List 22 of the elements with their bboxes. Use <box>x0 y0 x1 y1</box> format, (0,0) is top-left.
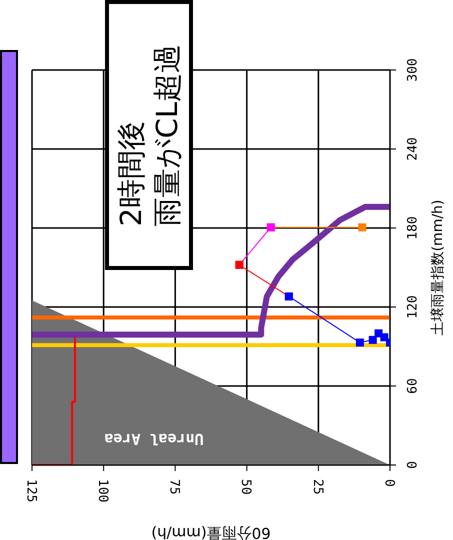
y-tick-label: 120 <box>405 295 420 319</box>
x-tick-label: 0 <box>381 479 396 487</box>
x-tick-label: 25 <box>310 479 325 495</box>
annotation: 2時間後 <box>113 120 149 226</box>
y-axis-title: 土壌雨量指数(mm/h) <box>430 200 446 336</box>
point <box>358 223 366 232</box>
y-tick-label: 240 <box>405 137 420 161</box>
x-tick-label: 50 <box>238 479 254 495</box>
x-axis-title: 60分雨量(mm/h) <box>151 524 271 540</box>
x-tick-label: 100 <box>95 479 110 502</box>
y-tick-label: 0 <box>405 461 420 469</box>
annotation: Unreal Area <box>104 429 204 449</box>
callout-box: 2時間後 雨量がCL超過 <box>105 0 193 270</box>
point <box>374 329 383 338</box>
x-tick-label: 75 <box>166 479 182 495</box>
y-tick-label: 60 <box>405 378 420 394</box>
point <box>368 336 377 344</box>
y-tick-label: 300 <box>405 58 420 82</box>
point <box>356 338 364 347</box>
y-tick-label: 180 <box>405 216 420 240</box>
x-tick-label: 125 <box>23 479 38 502</box>
annotation: 雨量がCL超過 <box>149 44 185 226</box>
